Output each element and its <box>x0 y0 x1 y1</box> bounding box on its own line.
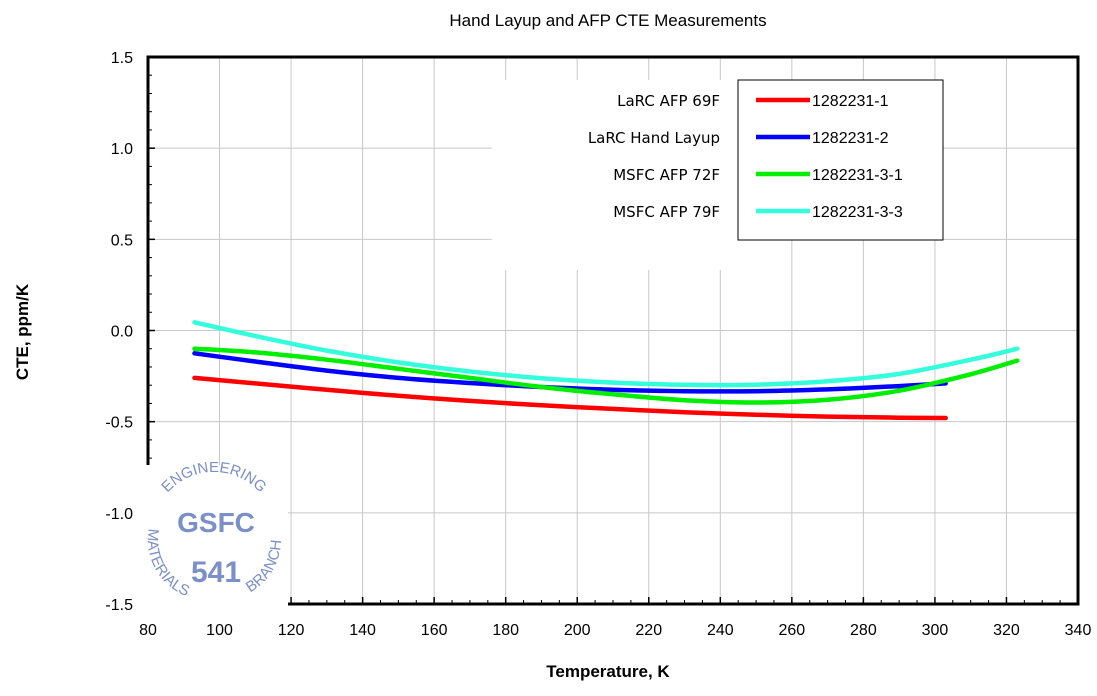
x-tick-label: 80 <box>139 622 157 639</box>
x-tick-label: 180 <box>492 622 519 639</box>
x-tick-label: 200 <box>564 622 591 639</box>
x-tick-label: 320 <box>993 622 1020 639</box>
y-tick-label: 0.0 <box>111 324 133 341</box>
legend-entry: 1282231-3-1 <box>812 167 903 184</box>
x-tick-label: 220 <box>635 622 662 639</box>
chart-title: Hand Layup and AFP CTE Measurements <box>449 11 766 30</box>
legend-description: MSFC AFP 79F <box>613 203 720 221</box>
x-tick-label: 280 <box>850 622 877 639</box>
x-tick-label: 160 <box>421 622 448 639</box>
series-line-1282231-1 <box>192 375 948 421</box>
legend-entry: 1282231-1 <box>812 93 889 110</box>
seal-background <box>140 465 288 615</box>
x-tick-label: 120 <box>278 622 305 639</box>
legend-entry: 1282231-3-3 <box>812 204 903 221</box>
y-tick-label: 0.5 <box>111 232 133 249</box>
seal-center-top: GSFC <box>177 507 255 538</box>
y-axis-ticks: -1.5 -1.0 -0.5 0.0 0.5 1.0 1.5 <box>105 50 155 614</box>
x-axis-label: Temperature, K <box>546 662 670 681</box>
x-axis-ticks: 80 100 120 140 160 180 200 220 240 260 280 300 320 34… <box>139 597 1091 639</box>
y-tick-label: 1.0 <box>111 141 133 158</box>
plot-frame <box>146 55 1080 606</box>
y-tick-label: -1.5 <box>105 597 133 614</box>
x-tick-label: 260 <box>778 622 805 639</box>
legend-description-background <box>492 80 738 270</box>
x-tick-label: 340 <box>1065 622 1092 639</box>
seal-center-bottom: 541 <box>191 556 241 589</box>
y-tick-label: -1.0 <box>105 506 133 523</box>
legend-description: MSFC AFP 72F <box>613 166 720 184</box>
x-tick-label: 140 <box>349 622 376 639</box>
legend-description: LaRC Hand Layup <box>588 129 720 147</box>
legend-entry: 1282231-2 <box>812 130 889 147</box>
legend: LaRC AFP 69F 1282231-1 LaRC Hand Layup 1282… <box>492 79 944 270</box>
x-tick-label: 100 <box>206 622 233 639</box>
series-line-1282231-3-3 <box>192 320 1020 388</box>
legend-box <box>737 79 944 241</box>
x-tick-label: 240 <box>707 622 734 639</box>
y-axis-label: CTE, ppm/K <box>13 283 32 380</box>
x-tick-label: 300 <box>922 622 949 639</box>
y-tick-label: -0.5 <box>105 415 133 432</box>
series-line-1282231-2 <box>192 351 948 394</box>
legend-description: LaRC AFP 69F <box>617 92 720 110</box>
series-line-1282231-3-1 <box>192 346 1020 405</box>
series-group <box>192 320 1020 421</box>
y-tick-label: 1.5 <box>111 50 133 67</box>
